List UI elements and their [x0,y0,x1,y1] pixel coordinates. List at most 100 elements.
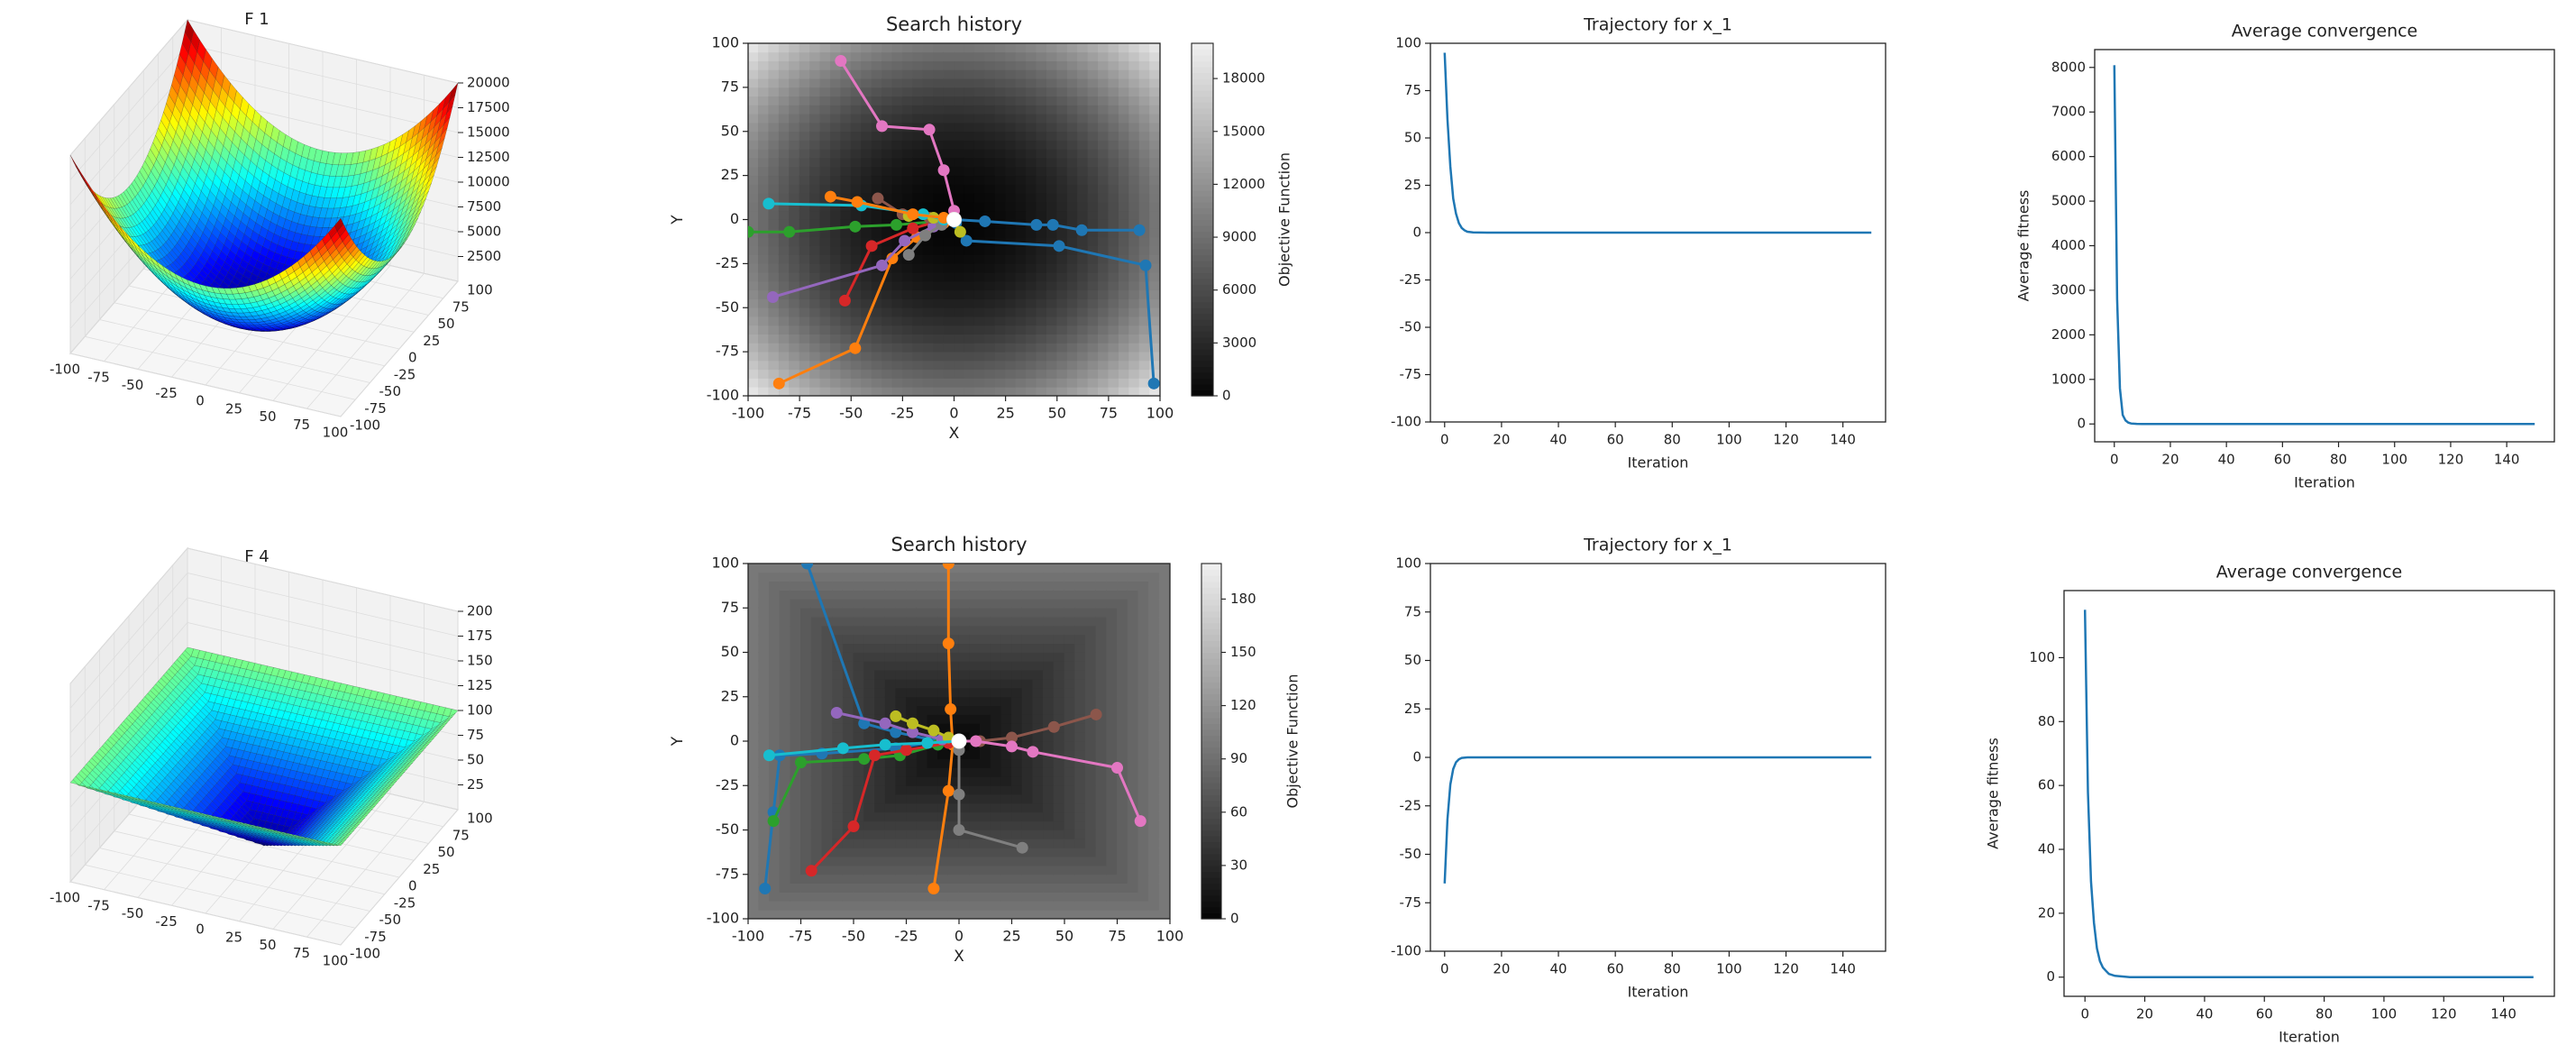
heatmap-cell [799,192,810,203]
heatmap-cell [922,192,935,203]
heatmap-cell [964,105,975,115]
heatmap-cell [799,334,810,344]
heatmap-cell [994,307,1007,317]
heatmap-cell [809,175,821,185]
heatmap-cell [964,51,975,61]
surface-patch [223,298,233,305]
heatmap-cell [922,60,935,70]
heatmap-cell [850,157,863,168]
heatmap-cell [819,254,831,264]
heatmap-cell [840,175,852,185]
heatmap-cell [954,105,965,115]
heatmap-cell [809,369,821,379]
heatmap-cell [973,342,986,353]
heatmap-cell [768,166,780,177]
surface-patch [241,154,251,172]
heatmap-cell [882,43,893,53]
surface-patch [288,326,297,329]
heatmap-cell [768,254,780,264]
surface-patch [367,272,377,281]
y-tick-label: 75 [452,827,470,843]
heatmap-cell [994,262,1007,273]
heatmap-cell [861,113,872,124]
z-tick-label: 17500 [467,99,510,115]
heatmap-cell [973,87,986,97]
heatmap-cell [748,184,759,194]
heatmap-cell [954,60,965,70]
heatmap-cell [830,43,842,53]
surface-patch [261,325,273,329]
surface-patch [114,226,123,239]
heatmap-cell [882,51,893,61]
surface-patch [258,314,268,319]
heatmap-cell [891,131,903,141]
surface-patch [147,212,157,226]
heatmap-cell [912,175,924,185]
surface-patch [220,293,230,300]
x-tick-label: 0 [196,393,205,409]
heatmap-cell [789,78,800,88]
heatmap-cell [891,43,903,53]
heatmap-cell [819,96,831,105]
heatmap-cell [901,271,914,282]
surface-patch [201,92,211,113]
heatmap-cell [973,122,986,133]
heatmap-cell [789,43,800,53]
heatmap-cell [778,96,790,105]
surface [69,19,459,332]
heatmap-cell [819,166,831,177]
surface-patch [172,289,182,298]
heatmap-cell [840,325,852,335]
surface-patch [297,324,306,327]
heatmap-cell [964,148,975,159]
surface-patch [185,52,195,76]
heatmap-cell [809,157,821,168]
heatmap-cell [994,148,1007,159]
surface-patch [167,122,177,142]
heatmap-cell [973,157,986,168]
heatmap-cell [830,289,842,299]
heatmap-cell [922,280,935,291]
surface-patch [253,295,263,302]
heatmap-cell [809,271,821,282]
z-tick-label: 15000 [467,124,510,141]
heatmap-cell [758,386,770,396]
heatmap-cell [901,51,914,61]
heatmap-cell [954,351,965,362]
heatmap-cell [809,184,821,194]
heatmap-cell [748,245,759,255]
x-tick-label: -100 [50,890,80,906]
heatmap-cell [809,78,821,88]
heatmap-cell [964,87,975,97]
heatmap-cell [789,316,800,326]
heatmap-cell [964,184,975,194]
heatmap-cell [778,184,790,194]
heatmap-cell [964,360,975,371]
heatmap-cell [799,298,810,308]
surface-patch [344,175,355,188]
heatmap-cell [799,236,810,247]
heatmap-cell [882,175,893,185]
surface-patch [382,228,393,243]
y-tick-label: -25 [394,894,416,911]
heatmap-cell [943,51,955,61]
heatmap-cell [840,105,852,115]
heatmap-cell [964,43,975,53]
heatmap-cell [850,316,863,326]
heatmap-cell [830,69,842,79]
heatmap-cell [933,131,945,141]
heatmap-cell [912,148,924,159]
heatmap-cell [964,369,975,379]
heatmap-cell [809,386,821,396]
z-tick-label: 50 [467,752,484,768]
heatmap-cell [891,351,903,362]
heatmap-cell [809,87,821,97]
heatmap-cell [799,96,810,105]
heatmap-cell [943,140,955,150]
heatmap-cell [912,280,924,291]
heatmap-cell [758,131,770,141]
heatmap-cell [871,175,882,185]
heatmap-cell [912,262,924,273]
heatmap-cell [933,262,945,273]
heatmap-cell [954,280,965,291]
